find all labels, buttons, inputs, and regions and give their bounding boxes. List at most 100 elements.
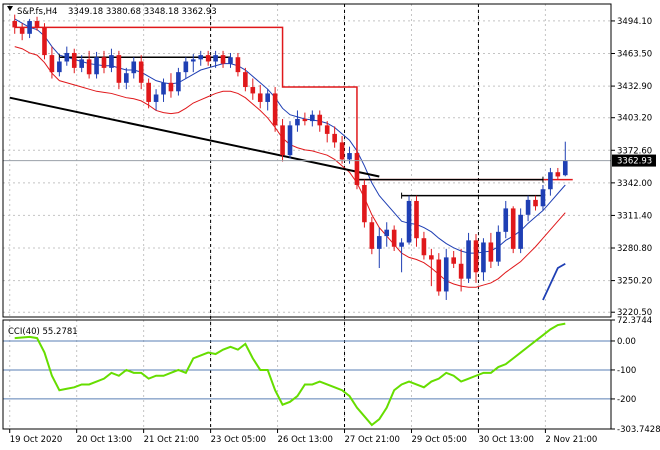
candle-bearish[interactable] — [280, 125, 285, 156]
candle-bullish[interactable] — [213, 55, 218, 62]
candle-bullish[interactable] — [347, 153, 352, 160]
candle-bearish[interactable] — [257, 93, 263, 102]
candle-bearish[interactable] — [458, 263, 464, 279]
candle-bullish[interactable] — [79, 59, 84, 68]
candle-bullish[interactable] — [518, 214, 523, 249]
candle-bearish[interactable] — [332, 133, 337, 143]
candle-bearish[interactable] — [421, 238, 427, 256]
candle-bearish[interactable] — [168, 82, 174, 92]
candle-bearish[interactable] — [414, 200, 419, 239]
candle-bearish[interactable] — [101, 57, 107, 68]
price-axis-label: 3280.80 — [617, 244, 652, 254]
candle-bullish[interactable] — [190, 59, 196, 62]
price-axis-label: 3342.00 — [617, 179, 652, 189]
candle-bullish[interactable] — [198, 55, 204, 60]
candle-bullish[interactable] — [384, 229, 390, 237]
candle-bearish[interactable] — [42, 27, 47, 56]
candle-bearish[interactable] — [488, 242, 494, 262]
main-price-panel[interactable] — [3, 14, 611, 301]
candle-bullish[interactable] — [153, 94, 159, 102]
candle-bullish[interactable] — [295, 118, 300, 126]
candle-bullish[interactable] — [310, 114, 315, 122]
time-axis-label: 30 Oct 13:00 — [478, 435, 533, 445]
candle-bearish[interactable] — [510, 208, 516, 249]
cci-title: CCI(40) 55.2781 — [8, 327, 78, 337]
candle-bullish[interactable] — [57, 61, 62, 73]
candle-bullish[interactable] — [131, 61, 137, 74]
symbol-label: S&P.fs,H4 — [17, 7, 57, 17]
candle-bullish[interactable] — [265, 93, 270, 102]
main-panel-border — [2, 3, 612, 318]
candle-bearish[interactable] — [362, 184, 367, 223]
current-price-label: 3362.93 — [617, 157, 652, 167]
cci-panel-border — [2, 319, 612, 430]
candle-bullish[interactable] — [525, 199, 531, 215]
candle-bullish[interactable] — [94, 57, 99, 75]
candle-bearish[interactable] — [146, 82, 151, 102]
candle-bullish[interactable] — [406, 200, 412, 243]
candle-bullish[interactable] — [548, 172, 553, 190]
time-axis-label: 26 Oct 13:00 — [278, 435, 333, 445]
candle-bearish[interactable] — [369, 222, 375, 249]
cci-line[interactable] — [14, 322, 566, 427]
candle-bearish[interactable] — [235, 57, 241, 73]
candle-bullish[interactable] — [287, 125, 293, 156]
time-axis-label: 2 Nov 21:00 — [545, 435, 597, 445]
candle-bearish[interactable] — [243, 72, 248, 88]
price-axis-label: 3403.20 — [617, 114, 652, 124]
candle-bullish[interactable] — [540, 189, 546, 207]
candle-bearish[interactable] — [533, 199, 538, 207]
candle-bearish[interactable] — [272, 93, 278, 126]
candle-bearish[interactable] — [473, 240, 479, 273]
candle-bearish[interactable] — [86, 59, 92, 75]
candle-bullish[interactable] — [503, 208, 509, 232]
candle-bearish[interactable] — [317, 114, 323, 126]
candle-bullish[interactable] — [496, 231, 501, 262]
candle-bearish[interactable] — [34, 21, 40, 28]
candle-bullish[interactable] — [176, 72, 181, 92]
candle-bearish[interactable] — [451, 257, 456, 264]
candle-bearish[interactable] — [116, 55, 122, 83]
candle-bullish[interactable] — [124, 73, 129, 83]
trend-line[interactable] — [9, 96, 380, 178]
collapse-triangle-icon[interactable] — [7, 6, 13, 11]
time-axis-label: 20 Oct 13:00 — [77, 435, 132, 445]
candle-bullish[interactable] — [562, 160, 568, 176]
candle-bullish[interactable] — [161, 82, 166, 95]
time-axis-label: 29 Oct 05:00 — [411, 435, 466, 445]
candle-bearish[interactable] — [12, 21, 18, 28]
candle-bullish[interactable] — [27, 21, 32, 34]
candle-bullish[interactable] — [64, 52, 70, 62]
candle-bullish[interactable] — [443, 257, 449, 292]
cci-panel[interactable] — [3, 322, 611, 427]
current-price-tag — [612, 154, 656, 167]
candle-bearish[interactable] — [429, 255, 434, 260]
candle-bearish[interactable] — [391, 229, 397, 247]
candle-bearish[interactable] — [354, 153, 360, 185]
candle-bullish[interactable] — [376, 236, 382, 249]
candle-bearish[interactable] — [71, 52, 77, 68]
candle-bearish[interactable] — [302, 118, 308, 122]
candle-bearish[interactable] — [19, 27, 25, 34]
candle-bullish[interactable] — [109, 55, 114, 68]
cci-axis-label: 0.00 — [617, 337, 636, 347]
candle-bearish[interactable] — [555, 172, 561, 177]
candle-bullish[interactable] — [228, 57, 233, 64]
candle-bearish[interactable] — [138, 61, 144, 83]
candle-bearish[interactable] — [205, 55, 211, 62]
candle-bearish[interactable] — [250, 87, 256, 94]
candle-bullish[interactable] — [183, 61, 189, 73]
candle-bearish[interactable] — [49, 55, 55, 73]
candle-bearish[interactable] — [436, 259, 442, 292]
candle-bullish[interactable] — [399, 242, 404, 247]
price-axis-label: 3494.10 — [617, 17, 652, 27]
price-axis-label: 3220.50 — [617, 308, 652, 318]
candle-bullish[interactable] — [481, 242, 486, 273]
time-axis-label: 21 Oct 21:00 — [144, 435, 199, 445]
candle-bearish[interactable] — [324, 125, 330, 134]
candle-bearish[interactable] — [220, 55, 226, 64]
candle-bullish[interactable] — [466, 240, 471, 279]
candle-bearish[interactable] — [339, 142, 345, 160]
time-axis-label: 19 Oct 2020 — [10, 435, 63, 445]
